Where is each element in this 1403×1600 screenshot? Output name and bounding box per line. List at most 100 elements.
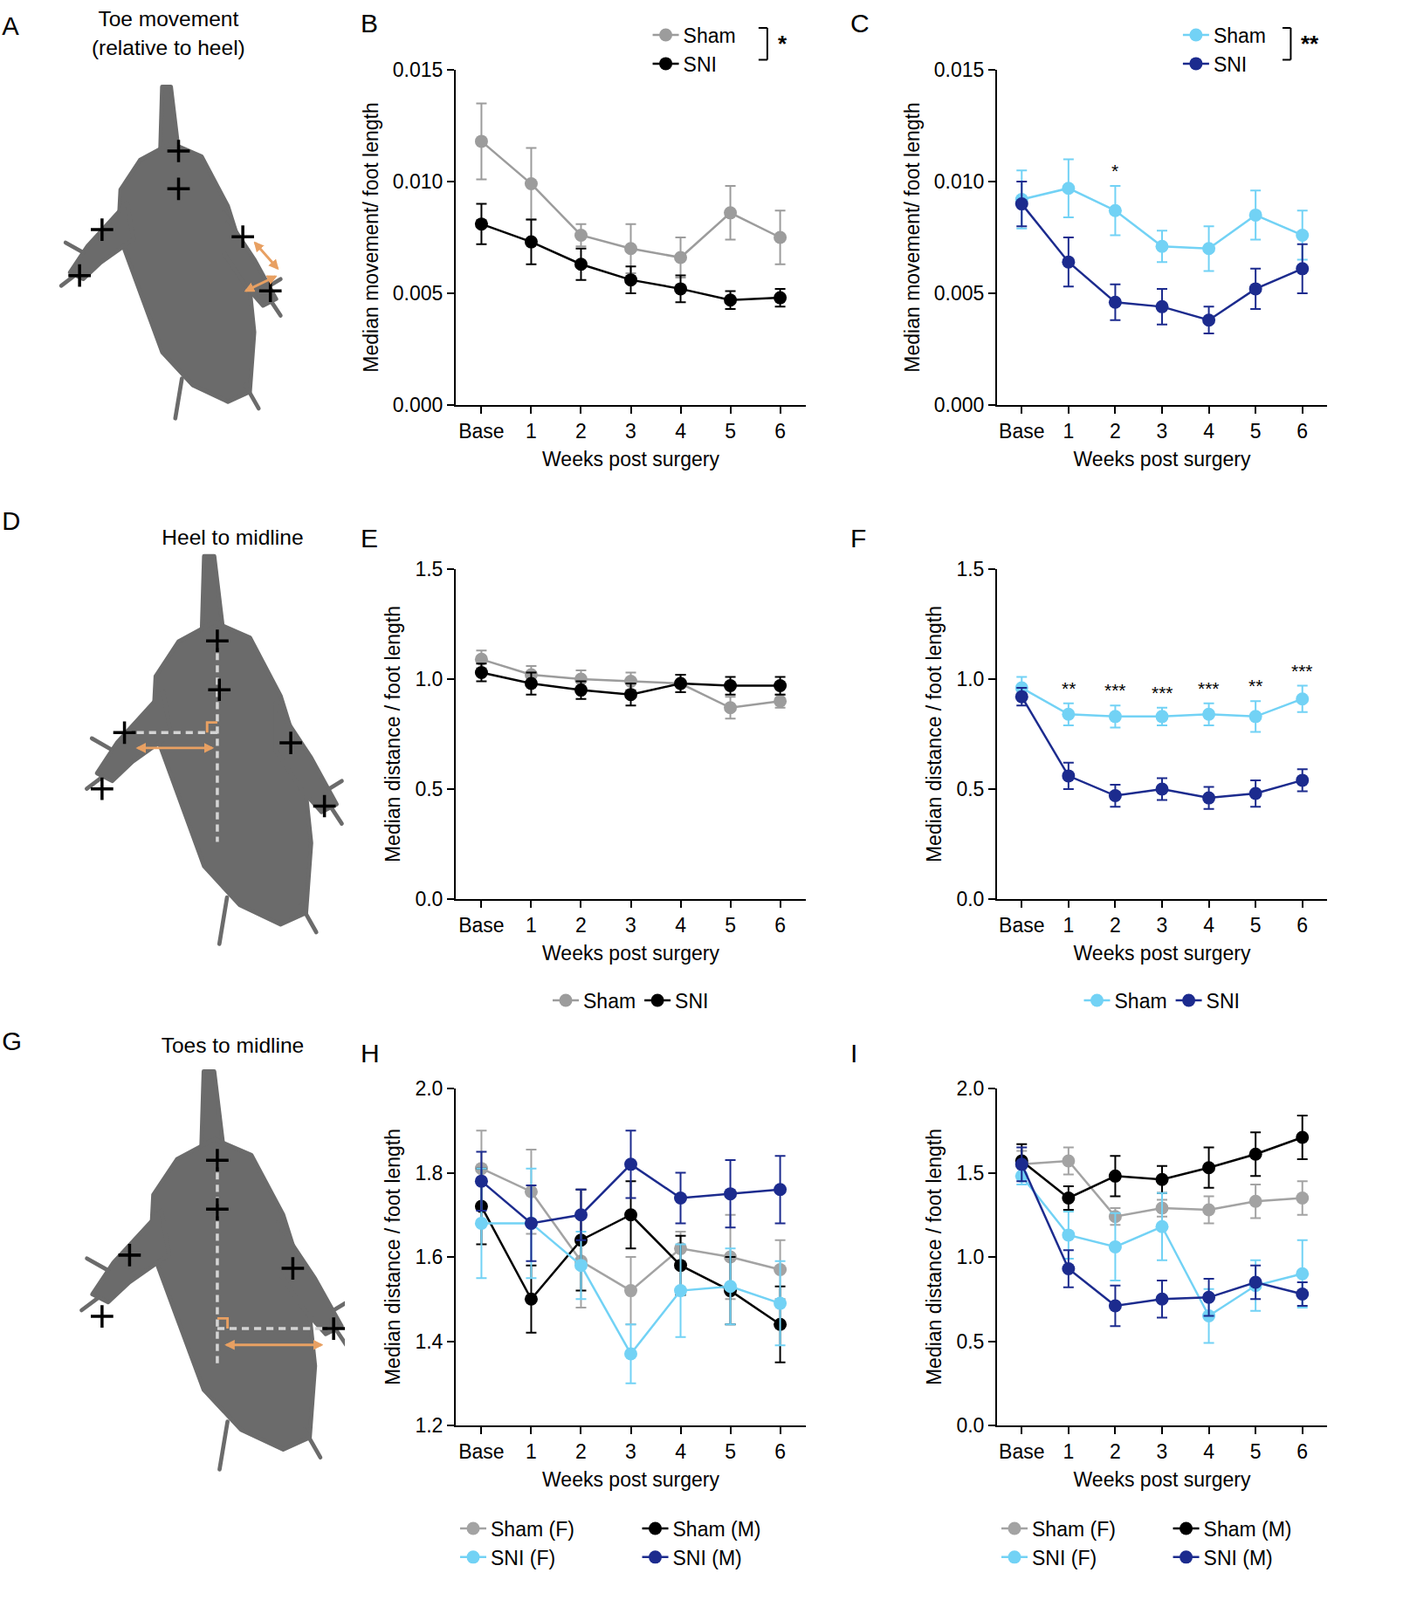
svg-text:3: 3: [1156, 419, 1169, 443]
svg-text:Weeks post surgery: Weeks post surgery: [1073, 1468, 1252, 1492]
svg-text:6: 6: [774, 914, 786, 937]
svg-text:2.0: 2.0: [414, 1077, 443, 1101]
svg-text:2: 2: [575, 419, 587, 443]
svg-text:Base: Base: [998, 419, 1045, 443]
svg-text:6: 6: [1296, 914, 1308, 937]
svg-text:***: ***: [1197, 678, 1220, 699]
svg-text:0.010: 0.010: [392, 170, 444, 193]
svg-text:1.0: 1.0: [414, 667, 443, 691]
svg-text:1: 1: [1062, 914, 1074, 937]
svg-text:**: **: [1061, 678, 1076, 699]
svg-text:4: 4: [674, 914, 687, 937]
svg-text:Weeks post surgery: Weeks post surgery: [542, 1468, 720, 1492]
svg-text:Sham (M): Sham (M): [1203, 1518, 1293, 1541]
svg-text:6: 6: [1296, 419, 1308, 443]
svg-text:0.0: 0.0: [955, 1414, 984, 1438]
svg-text:Sham: Sham: [583, 990, 636, 1013]
svg-text:2: 2: [1109, 914, 1122, 937]
svg-text:1.0: 1.0: [955, 1245, 984, 1269]
svg-text:Weeks post surgery: Weeks post surgery: [542, 942, 720, 965]
svg-text:G: G: [1, 1027, 22, 1056]
svg-text:0.005: 0.005: [392, 281, 444, 305]
svg-text:3: 3: [625, 1440, 637, 1464]
svg-text:Median movement/ foot length: Median movement/ foot length: [900, 102, 924, 372]
svg-text:0.0: 0.0: [414, 887, 443, 911]
svg-text:3: 3: [625, 419, 637, 443]
svg-text:1.5: 1.5: [414, 557, 443, 581]
svg-text:Base: Base: [998, 1440, 1045, 1464]
svg-text:2: 2: [575, 1440, 587, 1464]
svg-text:5: 5: [1250, 1440, 1262, 1464]
svg-text:2.0: 2.0: [955, 1077, 984, 1101]
svg-text:1.2: 1.2: [414, 1414, 443, 1438]
svg-text:1.5: 1.5: [955, 1162, 984, 1185]
svg-text:SNI (F): SNI (F): [1031, 1547, 1097, 1570]
svg-text:Median distance / foot length: Median distance / foot length: [922, 1128, 946, 1386]
svg-text:6: 6: [1296, 1440, 1308, 1464]
svg-text:Weeks post surgery: Weeks post surgery: [1073, 447, 1252, 471]
svg-text:4: 4: [1203, 914, 1215, 937]
svg-text:1: 1: [525, 419, 537, 443]
svg-text:6: 6: [774, 419, 786, 443]
svg-text:1: 1: [525, 1440, 537, 1464]
svg-text:***: ***: [1291, 660, 1314, 681]
svg-text:0.5: 0.5: [955, 1330, 984, 1354]
svg-text:Sham: Sham: [1114, 990, 1168, 1013]
svg-text:Sham (F): Sham (F): [1031, 1518, 1116, 1541]
svg-text:Base: Base: [458, 1440, 504, 1464]
svg-text:Median distance / foot length: Median distance / foot length: [381, 1128, 405, 1386]
svg-text:4: 4: [1203, 1440, 1215, 1464]
svg-text:0.0: 0.0: [955, 887, 984, 911]
svg-text:5: 5: [1250, 914, 1262, 937]
svg-text:2: 2: [1109, 1440, 1122, 1464]
svg-text:Median distance / foot length: Median distance / foot length: [381, 605, 405, 863]
svg-text:(relative to heel): (relative to heel): [91, 35, 246, 60]
svg-text:*: *: [1111, 160, 1119, 181]
svg-text:4: 4: [1203, 419, 1215, 443]
svg-text:0.015: 0.015: [392, 58, 444, 82]
svg-text:Base: Base: [458, 419, 504, 443]
svg-text:SNI: SNI: [1206, 990, 1240, 1013]
svg-text:2: 2: [575, 914, 587, 937]
svg-text:4: 4: [674, 419, 687, 443]
svg-text:Base: Base: [458, 914, 504, 937]
svg-text:0.015: 0.015: [934, 58, 985, 82]
svg-text:1.6: 1.6: [414, 1245, 443, 1269]
svg-text:**: **: [1300, 30, 1320, 57]
svg-text:Sham: Sham: [683, 24, 736, 48]
svg-text:0.005: 0.005: [934, 281, 985, 305]
svg-text:6: 6: [774, 1440, 786, 1464]
svg-text:D: D: [1, 507, 21, 536]
svg-text:A: A: [1, 12, 20, 41]
svg-text:Sham (M): Sham (M): [673, 1518, 762, 1541]
svg-text:1.4: 1.4: [414, 1330, 443, 1354]
svg-text:Median distance / foot length: Median distance / foot length: [922, 605, 946, 863]
svg-text:Median movement/ foot length: Median movement/ foot length: [359, 102, 383, 372]
svg-text:4: 4: [674, 1440, 687, 1464]
svg-text:1: 1: [1062, 1440, 1074, 1464]
svg-text:1.5: 1.5: [955, 557, 984, 581]
svg-text:***: ***: [1104, 680, 1127, 701]
svg-text:3: 3: [1156, 914, 1169, 937]
svg-text:Toe movement: Toe movement: [97, 6, 239, 31]
svg-text:5: 5: [1250, 419, 1262, 443]
svg-text:1: 1: [1062, 419, 1074, 443]
svg-text:5: 5: [724, 1440, 736, 1464]
svg-text:3: 3: [625, 914, 637, 937]
svg-text:Sham: Sham: [1213, 24, 1266, 48]
svg-text:SNI: SNI: [674, 990, 709, 1013]
svg-text:SNI (M): SNI (M): [673, 1547, 743, 1570]
svg-text:1: 1: [525, 914, 537, 937]
svg-text:1.8: 1.8: [414, 1162, 443, 1185]
svg-text:0.000: 0.000: [392, 393, 444, 417]
svg-text:Weeks post surgery: Weeks post surgery: [1073, 942, 1252, 965]
svg-text:Base: Base: [998, 914, 1045, 937]
svg-text:1.0: 1.0: [955, 667, 984, 691]
svg-text:*: *: [777, 30, 788, 57]
svg-text:5: 5: [724, 914, 736, 937]
svg-text:Toes to midline: Toes to midline: [161, 1033, 305, 1058]
svg-text:Heel to midline: Heel to midline: [161, 525, 303, 550]
svg-text:0.010: 0.010: [934, 170, 985, 193]
svg-text:0.000: 0.000: [934, 393, 985, 417]
svg-text:SNI: SNI: [683, 53, 717, 76]
